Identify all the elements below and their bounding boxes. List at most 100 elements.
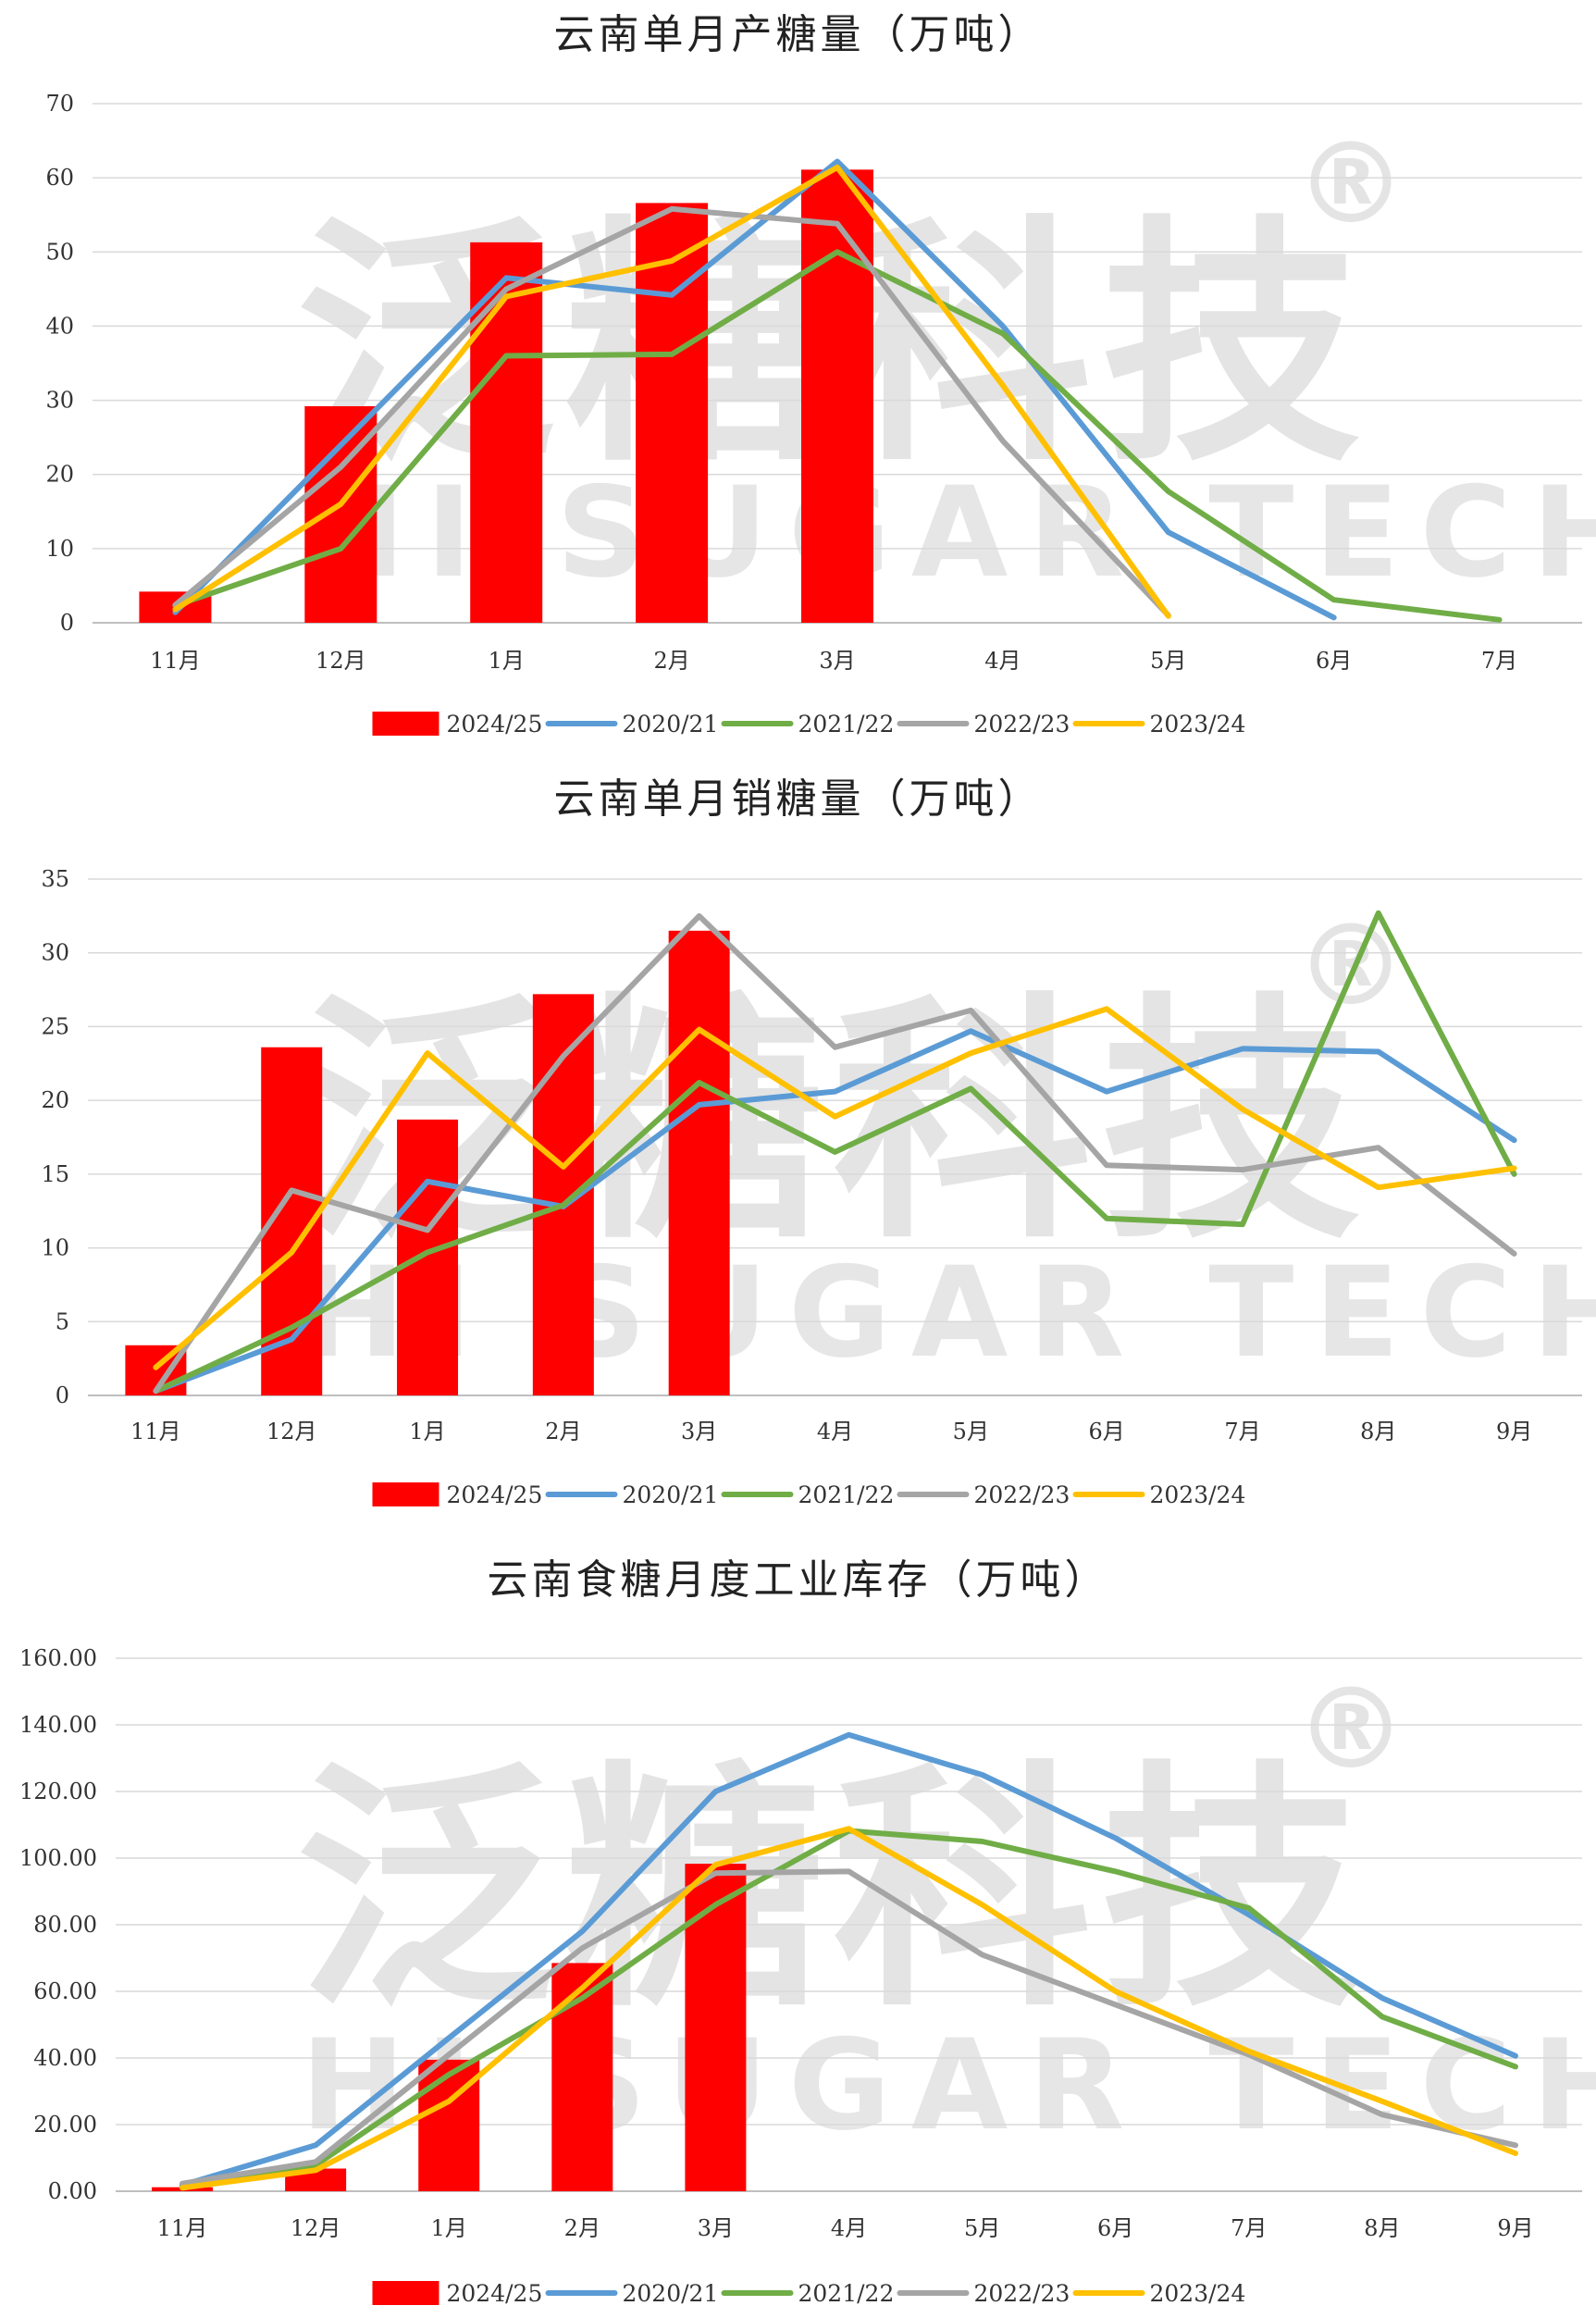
line-series-2021/22	[153, 910, 1517, 1395]
x-tick-label: 6月	[1097, 2215, 1133, 2241]
gridlines	[88, 878, 1582, 1396]
line-series-2022/23	[179, 1868, 1518, 2187]
y-tick-label: 50	[45, 239, 74, 265]
line-series-2023/24	[172, 164, 1171, 619]
chart-title: 云南单月产糖量（万吨）	[554, 11, 1043, 58]
y-tick-label: 60	[45, 165, 74, 191]
inventory-chart: 泛糖科技 HI SUGAR TECH ® 云南食糖月度工业库存（万吨） 0.00 20.0…	[0, 1545, 1596, 2318]
x-tick-label: 2月	[653, 648, 689, 674]
line-series-2023/24	[153, 1006, 1517, 1370]
y-tick-label: 10	[41, 1235, 69, 1261]
y-tick-label: 80.00	[33, 1912, 97, 1938]
x-tick-label: 12月	[291, 2215, 341, 2241]
legend: 2024/25 2020/21 2021/22 2022/23 2023/24	[372, 2280, 1246, 2307]
series-line	[153, 910, 1517, 1395]
watermark-registered-mark: ®	[1295, 120, 1406, 249]
legend-swatch-bar	[372, 1482, 439, 1506]
x-tick-label: 7月	[1224, 1419, 1260, 1444]
legend-swatch-bar	[372, 712, 439, 736]
series-line	[153, 912, 1517, 1395]
legend-item: 2020/21	[545, 1481, 718, 1508]
x-tick-label: 12月	[315, 648, 366, 674]
x-tick-label: 12月	[266, 1419, 317, 1444]
series-line	[179, 1868, 1518, 2187]
x-tick-label: 3月	[698, 2215, 734, 2241]
legend-label: 2023/24	[1150, 2280, 1246, 2307]
sales-chart: 泛糖科技 HI SUGAR TECH ® 云南单月销糖量（万吨） 0 5 10 15 20 25 3…	[0, 768, 1596, 1545]
x-tick-label: 5月	[1150, 648, 1186, 674]
legend-label: 2024/25	[447, 2280, 543, 2307]
series-line	[153, 1006, 1517, 1370]
y-tick-label: 0	[56, 1382, 69, 1408]
x-tick-label: 6月	[1088, 1419, 1124, 1444]
x-tick-label: 11月	[150, 648, 201, 674]
legend-item: 2024/25	[372, 1481, 543, 1508]
y-tick-label: 0	[60, 610, 74, 636]
x-tick-label: 1月	[409, 1419, 445, 1444]
y-tick-label: 15	[41, 1161, 69, 1187]
bar	[685, 1864, 747, 2191]
legend: 2024/25 2020/21 2021/22 2022/23 2023/24	[372, 711, 1246, 738]
x-tick-label: 2月	[545, 1419, 581, 1444]
y-tick-label: 120.00	[19, 1779, 97, 1804]
watermark-en-text: HI SUGAR TECH	[301, 2013, 1596, 2158]
x-tick-label: 8月	[1360, 1419, 1396, 1444]
y-tick-label: 5	[56, 1308, 69, 1334]
y-tick-label: 140.00	[19, 1712, 97, 1738]
legend-swatch-bar	[372, 2281, 439, 2305]
legend-item: 2024/25	[372, 711, 543, 738]
legend-label: 2023/24	[1150, 711, 1246, 738]
x-tick-label: 4月	[984, 648, 1021, 674]
watermark-registered-mark: ®	[1295, 1666, 1406, 1794]
watermark-registered-mark: ®	[1295, 902, 1406, 1031]
legend-item: 2020/21	[545, 2280, 719, 2307]
legend-item: 2021/22	[721, 711, 894, 738]
legend-label: 2020/21	[623, 711, 719, 738]
legend-item: 2022/23	[897, 1481, 1070, 1508]
line-series-2022/23	[172, 205, 1171, 618]
x-tick-label: 4月	[831, 2215, 867, 2241]
bar	[418, 2059, 480, 2191]
y-tick-label: 0.00	[48, 2178, 97, 2204]
legend-item: 2023/24	[1072, 711, 1246, 738]
legend-label: 2023/24	[1150, 1481, 1246, 1508]
bar	[801, 169, 873, 623]
legend-item: 2022/23	[897, 2280, 1070, 2307]
legend-label: 2022/23	[974, 2280, 1070, 2307]
x-tick-label: 3月	[681, 1419, 717, 1444]
bar-series-2024/25	[125, 930, 730, 1395]
bar	[668, 930, 730, 1395]
gridlines	[116, 1657, 1582, 2192]
legend-label: 2021/22	[798, 1481, 895, 1508]
y-tick-label: 35	[41, 866, 69, 892]
y-tick-label: 30	[45, 388, 74, 414]
legend-label: 2020/21	[623, 2280, 719, 2307]
line-series-2020/21	[153, 1028, 1517, 1395]
legend-item: 2020/21	[545, 711, 719, 738]
legend-label: 2021/22	[798, 2280, 895, 2307]
x-tick-label: 11月	[130, 1419, 181, 1444]
y-tick-label: 60.00	[33, 1978, 97, 2004]
legend-label: 2024/25	[447, 1481, 543, 1508]
y-tick-label: 70	[45, 91, 74, 117]
line-series-2020/21	[172, 158, 1337, 621]
x-tick-label: 11月	[157, 2215, 208, 2241]
x-tick-label: 1月	[431, 2215, 467, 2241]
y-tick-label: 30	[41, 940, 69, 966]
series-line	[179, 1826, 1518, 2191]
legend-item: 2022/23	[897, 711, 1070, 738]
x-tick-label: 5月	[953, 1419, 989, 1444]
legend-item: 2023/24	[1072, 2280, 1246, 2307]
y-tick-label: 20	[41, 1087, 69, 1113]
y-tick-label: 40	[45, 313, 74, 339]
legend-item: 2024/25	[372, 2280, 543, 2307]
series-line	[172, 164, 1171, 619]
legend-label: 2024/25	[447, 711, 543, 738]
x-tick-label: 7月	[1481, 648, 1517, 674]
legend-item: 2021/22	[721, 2280, 895, 2307]
